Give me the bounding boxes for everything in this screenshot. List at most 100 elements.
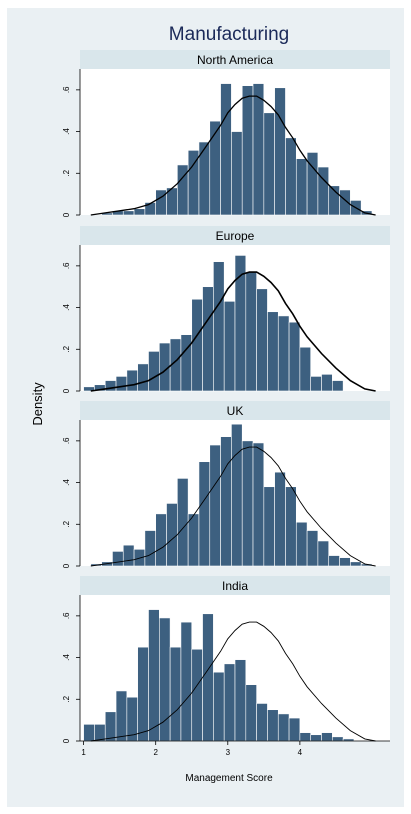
histogram-bar (277, 315, 290, 392)
histogram-bar (274, 87, 286, 216)
histogram-bar (83, 724, 95, 742)
histogram-bar (306, 530, 319, 567)
histogram-bar (321, 374, 333, 392)
y-tick-label: 0 (62, 212, 71, 217)
histogram-bar (94, 724, 106, 742)
histogram-bar (112, 551, 124, 567)
histogram-bar (126, 369, 138, 392)
panel-title: India (222, 579, 248, 593)
y-tick-label: 0 (62, 388, 71, 393)
histogram-bar (332, 380, 344, 392)
histogram-bar (277, 713, 290, 742)
panel-strip (80, 50, 390, 69)
histogram-bar (252, 442, 265, 567)
x-tick-label: 2 (153, 748, 158, 757)
histogram-bar (263, 112, 275, 216)
histogram-bar (252, 83, 265, 216)
panel-title: North America (197, 53, 273, 67)
y-tick-label: .2 (62, 695, 71, 702)
histogram-bar (198, 461, 211, 567)
histogram-bar (285, 137, 297, 216)
y-tick-label: .4 (62, 479, 71, 486)
histogram-bar (310, 734, 322, 742)
histogram-bar (274, 471, 286, 567)
histogram-bar (122, 544, 135, 567)
histogram-bar (223, 663, 236, 742)
histogram-bar (104, 711, 117, 742)
histogram-bar (321, 732, 333, 742)
histogram-bar (220, 436, 232, 567)
y-tick-label: .6 (62, 262, 71, 269)
panel-strip (80, 576, 390, 595)
histogram-bar (187, 513, 200, 567)
x-tick-label: 3 (226, 748, 231, 757)
histogram-bar (177, 478, 189, 567)
y-tick-label: .2 (62, 169, 71, 176)
histogram-bar (137, 363, 149, 392)
histogram-bar (180, 334, 193, 392)
histogram-bar (198, 141, 211, 216)
histogram-bar (256, 288, 268, 392)
histogram-bar (295, 521, 308, 567)
y-tick-label: .6 (62, 437, 71, 444)
histogram-bar (350, 561, 362, 567)
histogram-bar (220, 83, 232, 216)
histogram-bar (267, 709, 279, 742)
histogram-bar (263, 486, 275, 567)
chart-title: Manufacturing (169, 24, 289, 45)
x-tick-label: 1 (81, 748, 86, 757)
histogram-bar (155, 513, 167, 567)
x-tick-label: 4 (298, 748, 303, 757)
y-tick-label: .2 (62, 345, 71, 352)
histogram-bar (202, 613, 214, 742)
histogram-bar (332, 736, 344, 742)
y-tick-label: .4 (62, 304, 71, 311)
histogram-bar (317, 540, 330, 567)
histogram-bar (191, 648, 203, 742)
y-tick-label: .6 (62, 612, 71, 619)
histogram-bar (256, 703, 268, 742)
histogram-bar (241, 440, 254, 567)
histogram-bar (285, 486, 297, 567)
histogram-bar (328, 555, 340, 567)
panel-strip (80, 226, 390, 245)
histogram-bar (231, 423, 243, 567)
histogram-bar (202, 286, 214, 392)
histogram-bar (231, 131, 243, 216)
histogram-bar (209, 120, 221, 216)
y-tick-label: 0 (62, 563, 71, 568)
histogram-bar (213, 671, 225, 742)
density-curve (90, 95, 376, 216)
histogram-bar (137, 646, 149, 742)
histogram-bar (133, 549, 146, 567)
histogram-bar (144, 202, 156, 216)
y-tick-label: .6 (62, 86, 71, 93)
histogram-bar (166, 503, 178, 567)
histogram-bar (245, 271, 257, 392)
panel-title: Europe (216, 229, 255, 243)
y-tick-label: 0 (62, 738, 71, 743)
panel-strip (80, 401, 390, 420)
histogram-bar (133, 208, 146, 216)
histogram-bar (144, 530, 156, 567)
panel-title: UK (227, 404, 244, 418)
x-axis-label: Management Score (185, 773, 273, 784)
y-tick-label: .4 (62, 128, 71, 135)
histogram-bar (223, 301, 236, 392)
density-curve (90, 621, 376, 742)
density-curve (90, 446, 376, 567)
histogram-bar (169, 646, 182, 742)
histogram-bar (241, 85, 254, 216)
histogram-bar (299, 732, 311, 742)
histogram-bar (115, 376, 128, 392)
histogram-bar (288, 321, 301, 392)
histogram-bar (245, 684, 257, 742)
histogram-bar (122, 210, 135, 216)
histogram-bar (209, 444, 221, 567)
histogram-bar (299, 346, 311, 392)
histogram-bar (267, 311, 279, 392)
y-axis-label: Density (30, 382, 45, 426)
histogram-bar (295, 158, 308, 216)
